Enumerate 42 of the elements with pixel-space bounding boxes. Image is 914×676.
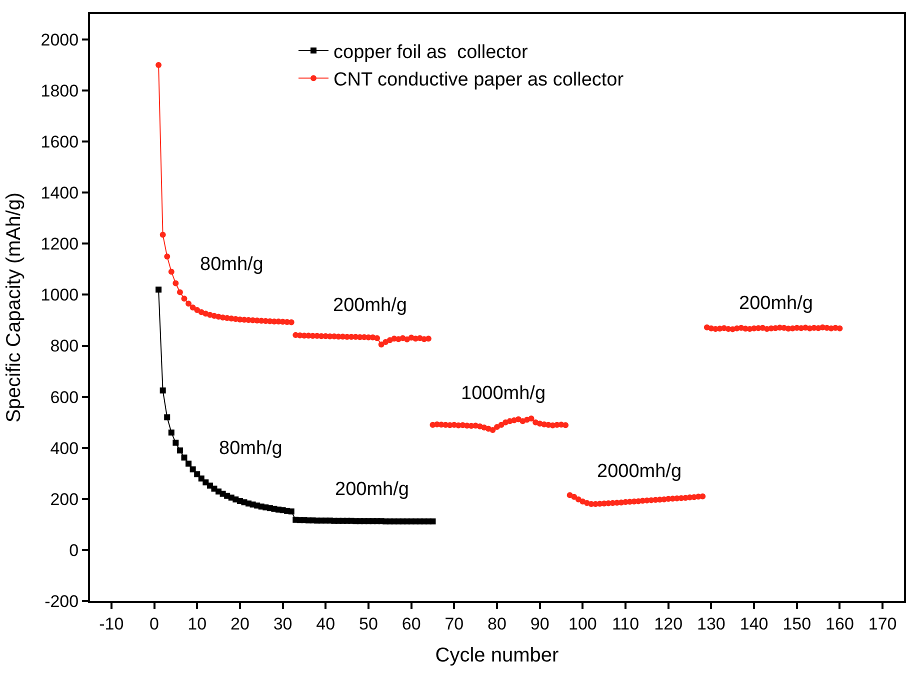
x-tick-label: 30 — [273, 614, 292, 634]
x-tick-label: 160 — [826, 614, 854, 634]
x-tick-label: 70 — [444, 614, 464, 634]
y-tick-label: 600 — [50, 388, 79, 407]
x-tick-label: 110 — [612, 614, 640, 634]
y-tick-label: 1400 — [40, 184, 79, 203]
x-axis-title: Cycle number — [435, 644, 560, 666]
annotation: 200mh/g — [335, 479, 409, 500]
annotation: 200mh/g — [333, 295, 407, 316]
y-tick-label: 2000 — [40, 30, 79, 50]
y-tick-label: 0 — [69, 540, 79, 560]
y-tick-label: -200 — [44, 592, 79, 611]
x-tick-label: 100 — [568, 614, 597, 634]
x-tick-label: 120 — [654, 614, 683, 634]
y-tick-label: 400 — [50, 438, 79, 458]
x-tick-label: 130 — [697, 614, 726, 634]
annotation: 80mh/g — [200, 254, 264, 275]
x-tick-label: 150 — [782, 614, 812, 634]
y-tick-label: 1000 — [40, 286, 79, 305]
x-tick-label: 0 — [150, 614, 159, 634]
x-tick-label: 20 — [230, 614, 250, 634]
y-tick-label: 1600 — [40, 132, 79, 152]
legend-label: copper foil as collector — [334, 42, 528, 63]
annotation: 2000mh/g — [597, 461, 682, 482]
x-tick-label: 90 — [530, 614, 550, 634]
x-tick-label: 80 — [488, 614, 506, 634]
annotation: 80mh/g — [219, 438, 282, 459]
legend-label: CNT conductive paper as collector — [334, 70, 624, 91]
annotation: 200mh/g — [739, 293, 813, 314]
x-tick-label: 140 — [740, 614, 768, 634]
y-tick-label: 200 — [50, 490, 79, 509]
y-tick-label: 1200 — [40, 234, 79, 254]
x-tick-label: -10 — [99, 614, 124, 634]
x-tick-label: 10 — [188, 614, 207, 634]
annotation: 1000mh/g — [461, 383, 546, 404]
x-tick-label: 60 — [402, 614, 421, 634]
y-tick-label: 800 — [50, 336, 79, 356]
y-tick-label: 1800 — [40, 82, 79, 101]
x-tick-label: 170 — [868, 614, 897, 634]
x-tick-label: 40 — [316, 614, 336, 634]
y-axis-title: Specific Capacity (mAh/g) — [2, 192, 25, 423]
x-tick-label: 50 — [359, 614, 378, 634]
